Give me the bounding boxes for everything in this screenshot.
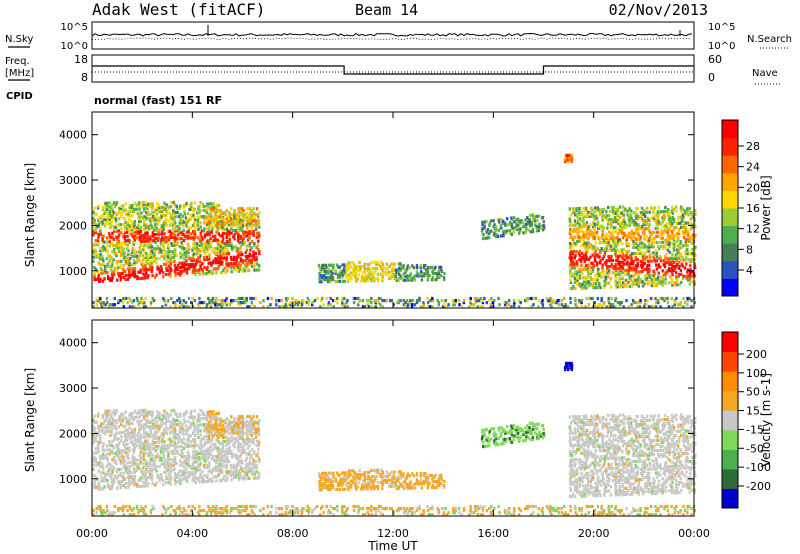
nsearch-label: N.Search bbox=[747, 34, 792, 45]
y-tick-label: 2000 bbox=[59, 219, 87, 232]
colorbar-tick-label: 15 bbox=[746, 405, 760, 418]
colorbar-swatch bbox=[722, 260, 738, 279]
nsky-tick-bottom: 10^0 bbox=[61, 41, 88, 52]
colorbar-tick-label: -200 bbox=[746, 480, 771, 493]
colorbar-swatch bbox=[722, 155, 738, 174]
x-tick-label: 08:00 bbox=[277, 527, 309, 540]
colorbar-tick-label: 50 bbox=[746, 386, 760, 399]
freq-unit-label: [MHz] bbox=[5, 68, 34, 79]
freq-panel: Freq. [MHz] CPID 18 8 60 0 Nave bbox=[5, 53, 780, 102]
colorbar-swatch bbox=[722, 488, 738, 509]
colorbar-swatch bbox=[722, 120, 738, 139]
x-tick-label: 16:00 bbox=[477, 527, 509, 540]
colorbar-swatch bbox=[722, 332, 738, 353]
x-axis-label: Time UT bbox=[367, 539, 418, 553]
colorbar-swatch bbox=[722, 243, 738, 262]
x-axis: 00:00 04:00 08:00 12:00 16:00 20:00 00:00 bbox=[76, 112, 710, 540]
x-tick-label: 12:00 bbox=[377, 527, 409, 540]
colorbar-tick-label: -15 bbox=[746, 423, 764, 436]
nsky-panel: N.Sky 10^5 10^0 10^5 10^0 N.Search bbox=[5, 21, 792, 52]
colorbar-tick-label: -100 bbox=[746, 461, 771, 474]
colorbar-swatch bbox=[722, 172, 738, 191]
beam-label: Beam 14 bbox=[355, 1, 418, 19]
colorbar-swatch bbox=[722, 390, 738, 411]
cpid-label: CPID bbox=[6, 91, 33, 102]
colorbar-swatch bbox=[722, 429, 738, 450]
nsearch-tick-top: 10^5 bbox=[708, 22, 735, 33]
colorbar-swatch bbox=[722, 208, 738, 227]
nsky-label: N.Sky bbox=[5, 34, 33, 45]
x-tick-label: 00:00 bbox=[678, 527, 710, 540]
colorbar-tick-label: 8 bbox=[746, 243, 753, 256]
colorbar-swatch bbox=[722, 351, 738, 372]
x-tick-label: 04:00 bbox=[176, 527, 208, 540]
cpid-text: normal (fast) 151 RF bbox=[94, 94, 222, 107]
y-tick-label: 4000 bbox=[59, 129, 87, 142]
colorbar-swatch bbox=[722, 449, 738, 470]
nave-tick-bottom: 0 bbox=[708, 71, 715, 84]
velocity-colorbar: 200 100 50 15 -15 -50 -100 -200 Velocity [m s-1… bbox=[721, 331, 773, 509]
colorbar-tick-label: 28 bbox=[746, 140, 760, 153]
power-panel: 4000 3000 2000 1000 Slant Range [km] bbox=[23, 111, 697, 309]
y-tick-label: 1000 bbox=[59, 473, 87, 486]
colorbar-tick-label: 20 bbox=[746, 181, 760, 194]
colorbar-swatch bbox=[722, 137, 738, 156]
freq-tick-top: 18 bbox=[74, 53, 88, 66]
velocity-panel: 4000 3000 2000 1000 Slant Range [km] bbox=[23, 319, 697, 517]
nave-tick-top: 60 bbox=[708, 53, 722, 66]
colorbar-swatch bbox=[722, 190, 738, 209]
x-tick-label: 00:00 bbox=[76, 527, 108, 540]
power-colorbar-label: Power [dB] bbox=[759, 175, 773, 240]
y-tick-label: 3000 bbox=[59, 174, 87, 187]
y-tick-label: 1000 bbox=[59, 265, 87, 278]
colorbar-swatch bbox=[722, 410, 738, 431]
colorbar-tick-label: 200 bbox=[746, 348, 767, 361]
station-title: Adak West (fitACF) bbox=[92, 0, 265, 19]
colorbar-tick-label: 12 bbox=[746, 223, 760, 236]
colorbar-swatch bbox=[722, 225, 738, 244]
y-tick-label: 2000 bbox=[59, 427, 87, 440]
date-label: 02/Nov/2013 bbox=[609, 1, 708, 19]
freq-label: Freq. bbox=[5, 56, 30, 67]
colorbar-tick-label: 16 bbox=[746, 202, 760, 215]
colorbar-swatch bbox=[722, 468, 738, 489]
colorbar-swatch bbox=[722, 371, 738, 392]
velocity-colorbar-label: Velocity [m s-1] bbox=[759, 373, 773, 467]
colorbar-tick-label: 4 bbox=[746, 264, 753, 277]
power-colorbar: 28 24 20 16 12 8 4 Power [dB] bbox=[721, 119, 773, 297]
power-ylabel: Slant Range [km] bbox=[23, 163, 37, 267]
velocity-ylabel: Slant Range [km] bbox=[23, 368, 37, 472]
nave-label: Nave bbox=[752, 68, 778, 79]
x-tick-label: 20:00 bbox=[578, 527, 610, 540]
y-tick-label: 3000 bbox=[59, 382, 87, 395]
nsearch-tick-bottom: 10^0 bbox=[708, 41, 735, 52]
colorbar-tick-label: 24 bbox=[746, 161, 760, 174]
colorbar-swatch bbox=[722, 278, 738, 297]
colorbar-tick-label: 100 bbox=[746, 367, 767, 380]
nsky-tick-top: 10^5 bbox=[61, 22, 88, 33]
freq-tick-bottom: 8 bbox=[81, 71, 88, 84]
y-tick-label: 4000 bbox=[59, 337, 87, 350]
colorbar-tick-label: -50 bbox=[746, 442, 764, 455]
